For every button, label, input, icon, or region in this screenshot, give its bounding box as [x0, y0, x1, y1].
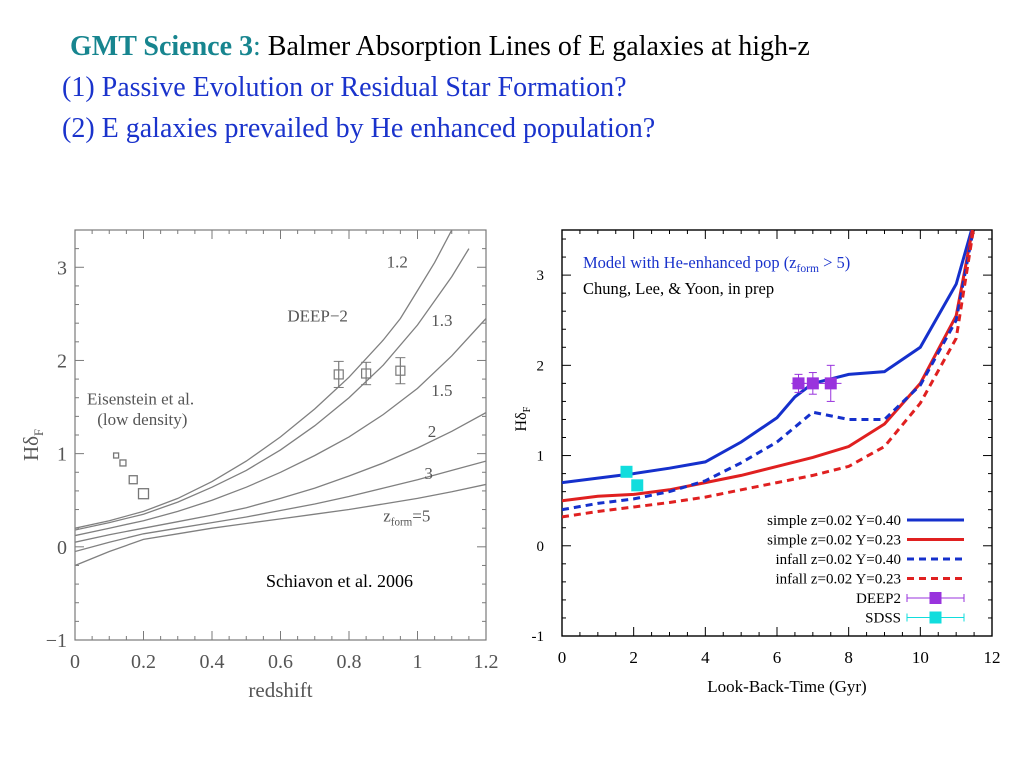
left-zform-rest: =5	[412, 507, 430, 526]
left-curves	[75, 230, 486, 567]
right-model-label-sub: form	[797, 263, 819, 275]
left-x-tick-label: 0.6	[268, 651, 293, 673]
right-y-tick-label: 1	[537, 449, 545, 465]
left-curve-label: 1.3	[431, 311, 452, 330]
left-deep2-point	[395, 365, 406, 376]
left-chart: 0 0.2 0.4 0.6 0.8 1 1.2−10123redshiftHδF1.21.3…	[19, 229, 499, 702]
right-x-axis-label: Look-Back-Time (Gyr)	[707, 677, 866, 696]
right-model-curve	[562, 230, 975, 512]
left-model-curve	[75, 318, 486, 537]
right-y-axis-label-base: Hδ	[513, 412, 530, 431]
right-x-tick-label: 0	[558, 648, 567, 667]
left-y-axis-label-base: Hδ	[19, 436, 43, 461]
left-y-tick-label: 3	[57, 257, 67, 279]
right-curves	[562, 230, 975, 519]
right-y-tick-label: 2	[537, 358, 545, 374]
left-curve-label: 2	[428, 422, 437, 441]
right-legend-label: simple z=0.02 Y=0.23	[767, 533, 901, 549]
right-x-tick-label: 8	[844, 648, 853, 667]
left-annotation: Eisenstein et al.	[87, 389, 194, 408]
right-x-tick-label: 10	[912, 648, 929, 667]
left-y-tick-label: 0	[57, 537, 67, 559]
right-legend-label: infall z=0.02 Y=0.40	[775, 552, 901, 568]
right-model-label-base: Model with He-enhanced pop (z	[583, 253, 797, 272]
left-y-axis-label-sub: F	[32, 429, 46, 436]
slide-title-block: GMT Science 3: Balmer Absorption Lines o…	[62, 26, 1002, 149]
right-model-curve	[562, 230, 974, 485]
left-x-tick-label: 1	[413, 651, 423, 673]
left-x-tick-label: 0	[70, 651, 80, 673]
left-sdss-point	[137, 488, 150, 500]
left-deep2-point	[361, 368, 372, 379]
right-model-label-rest: > 5)	[819, 253, 850, 272]
left-model-curve	[75, 230, 453, 529]
left-zform-sub: form	[391, 517, 413, 529]
left-zform-base: z	[383, 507, 391, 526]
left-y-tick-label: 1	[57, 444, 67, 466]
title-colon: :	[253, 31, 261, 62]
left-y-tick-label: 2	[57, 350, 67, 372]
right-sdss-point	[631, 479, 644, 492]
title-accent: GMT Science 3	[70, 31, 254, 62]
right-legend-label: simple z=0.02 Y=0.40	[767, 513, 901, 529]
right-credit: Chung, Lee, & Yoon, in prep	[583, 279, 774, 298]
left-x-tick-label: 1.2	[474, 651, 499, 673]
left-x-tick-label: 0.2	[131, 651, 156, 673]
right-sdss-point	[620, 465, 633, 478]
left-credit: Schiavon et al. 2006	[266, 571, 413, 591]
left-annotation: (low density)	[97, 410, 187, 429]
left-model-curve	[75, 483, 486, 567]
right-x-tick-label: 12	[984, 648, 1001, 667]
left-credit-box	[262, 566, 452, 594]
left-curve-label: 3	[424, 464, 433, 483]
left-y-tick-label: −1	[46, 630, 67, 652]
question-2: (2) E galaxies prevailed by He enhanced …	[62, 113, 656, 144]
right-y-tick-label: -1	[532, 629, 545, 645]
right-legend-label: SDSS	[865, 611, 901, 627]
right-y-tick-label: 0	[537, 539, 545, 555]
right-model-curve	[562, 230, 975, 519]
right-legend-marker	[929, 592, 942, 604]
left-curve-label: 1.5	[431, 381, 452, 400]
left-zform-label: zform=5	[383, 507, 430, 529]
question-1: (1) Passive Evolution or Residual Star F…	[62, 72, 627, 103]
left-sdss-point	[128, 475, 138, 485]
right-y-axis-label: HδF	[513, 406, 533, 431]
left-annotation: DEEP−2	[287, 306, 348, 325]
left-deep2-point	[333, 369, 344, 380]
right-legend-label: DEEP2	[856, 591, 901, 607]
left-x-axis-label: redshift	[248, 678, 312, 702]
left-model-curve	[75, 460, 486, 553]
right-legend-label: infall z=0.02 Y=0.23	[775, 572, 901, 588]
right-deep2-point	[806, 377, 819, 390]
left-sdss-point	[119, 459, 127, 467]
title-rest: Balmer Absorption Lines of E galaxies at…	[260, 31, 810, 62]
left-model-curve	[75, 412, 486, 543]
left-model-curve	[75, 248, 470, 531]
left-sdss-point	[112, 452, 120, 459]
right-deep2-point	[824, 377, 837, 390]
right-x-tick-label: 2	[629, 648, 638, 667]
right-legend-marker	[929, 611, 942, 624]
right-model-label: Model with He-enhanced pop (zform > 5)	[583, 253, 850, 275]
right-y-axis-label-sub: F	[522, 406, 533, 412]
right-y-tick-label: 3	[537, 268, 545, 284]
left-y-axis-label: HδF	[19, 429, 46, 461]
right-deep2-point	[792, 377, 805, 390]
left-curve-label: 1.2	[387, 252, 408, 271]
right-x-tick-label: 4	[701, 648, 710, 667]
left-x-tick-label: 0.8	[337, 651, 362, 673]
left-x-tick-label: 0.4	[200, 651, 225, 673]
right-x-tick-label: 6	[773, 648, 782, 667]
slide-title: GMT Science 3: Balmer Absorption Lines o…	[62, 26, 1002, 67]
